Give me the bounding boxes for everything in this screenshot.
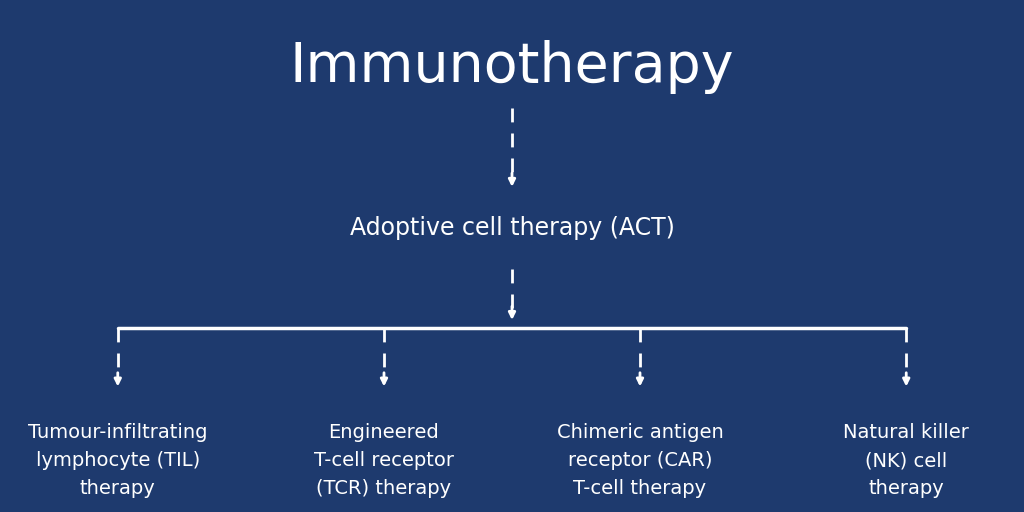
Text: Engineered
T-cell receptor
(TCR) therapy: Engineered T-cell receptor (TCR) therapy	[314, 423, 454, 498]
Text: Adoptive cell therapy (ACT): Adoptive cell therapy (ACT)	[349, 216, 675, 240]
Text: Immunotherapy: Immunotherapy	[290, 39, 734, 94]
Text: Natural killer
(NK) cell
therapy: Natural killer (NK) cell therapy	[844, 423, 969, 498]
Text: Chimeric antigen
receptor (CAR)
T-cell therapy: Chimeric antigen receptor (CAR) T-cell t…	[557, 423, 723, 498]
Text: Tumour-infiltrating
lymphocyte (TIL)
therapy: Tumour-infiltrating lymphocyte (TIL) the…	[28, 423, 208, 498]
